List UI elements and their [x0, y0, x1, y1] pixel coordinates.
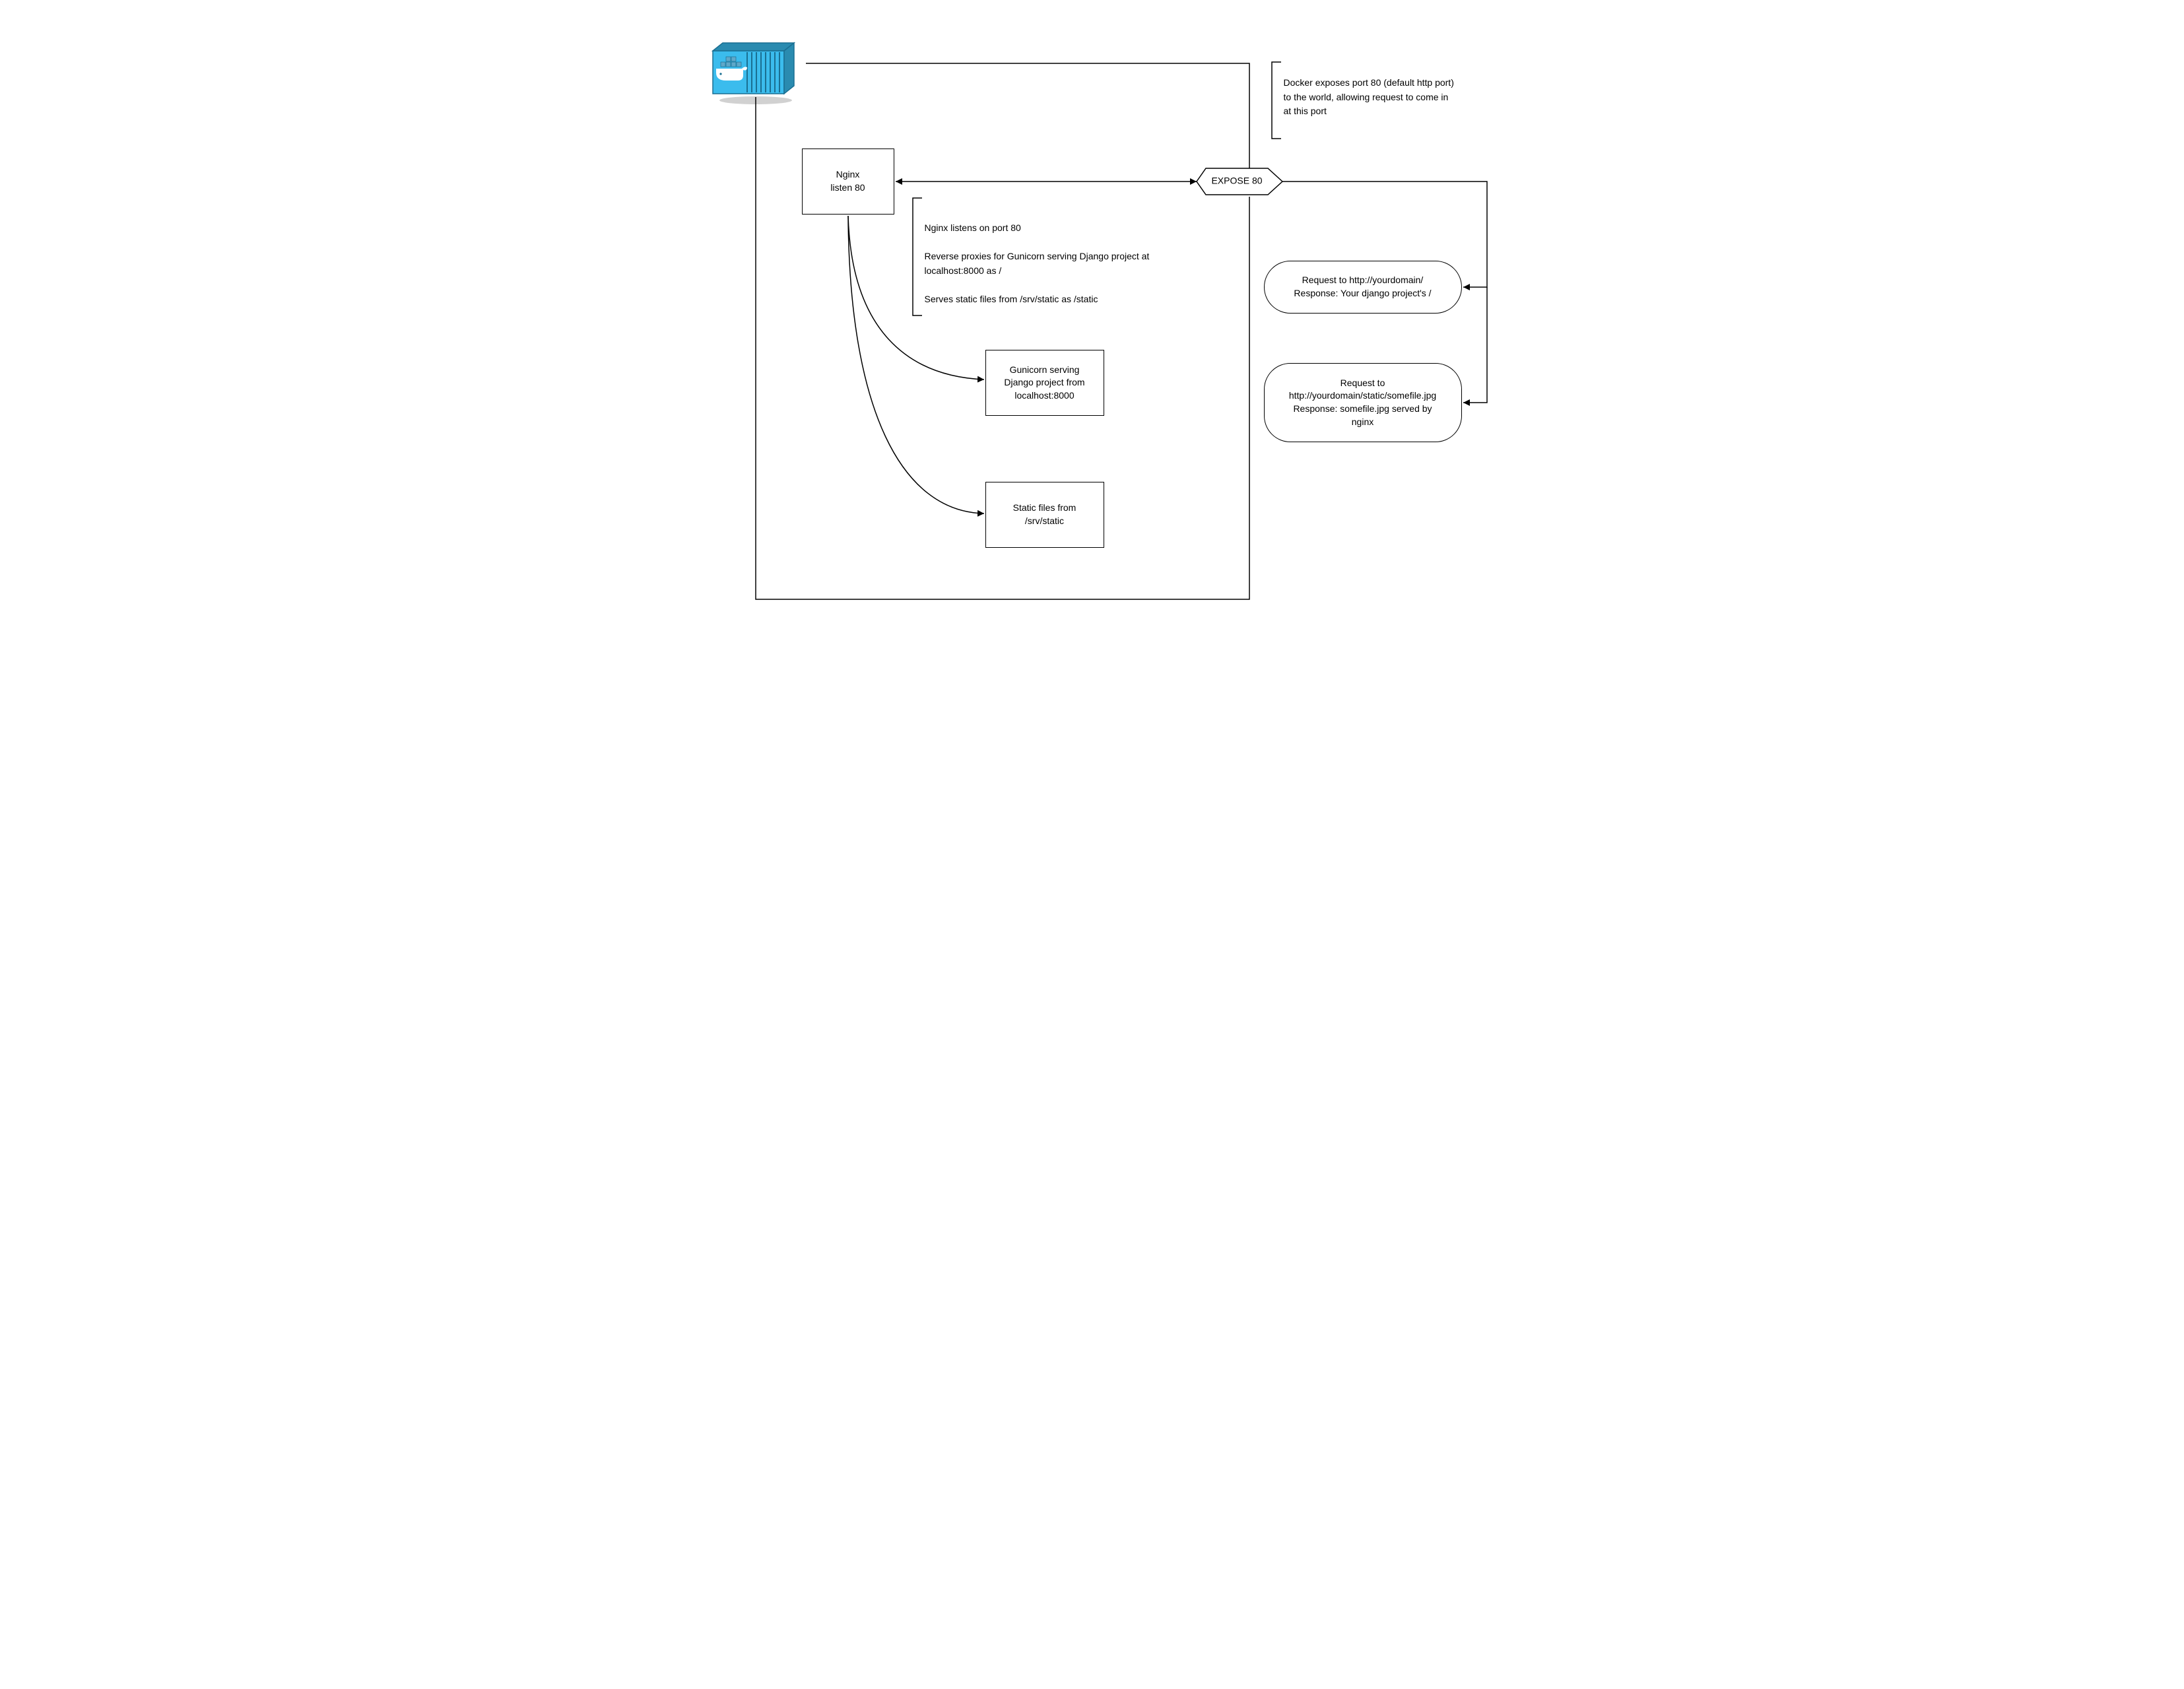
edge-nginx-gunicorn — [848, 216, 984, 380]
edge-req-static-in — [1463, 287, 1487, 403]
bracket — [913, 198, 922, 315]
edge-nginx-static — [848, 216, 984, 513]
expose-label: EXPOSE 80 — [1211, 176, 1262, 186]
bracket — [1272, 62, 1281, 139]
diagram-canvas: Nginx listen 80 Gunicorn serving Django … — [670, 0, 1515, 653]
edge-docker-right — [806, 63, 1249, 168]
edges-overlay: EXPOSE 80 — [670, 0, 1515, 653]
edge-req-root-in — [1282, 182, 1487, 287]
edge-docker-down — [756, 97, 1249, 599]
